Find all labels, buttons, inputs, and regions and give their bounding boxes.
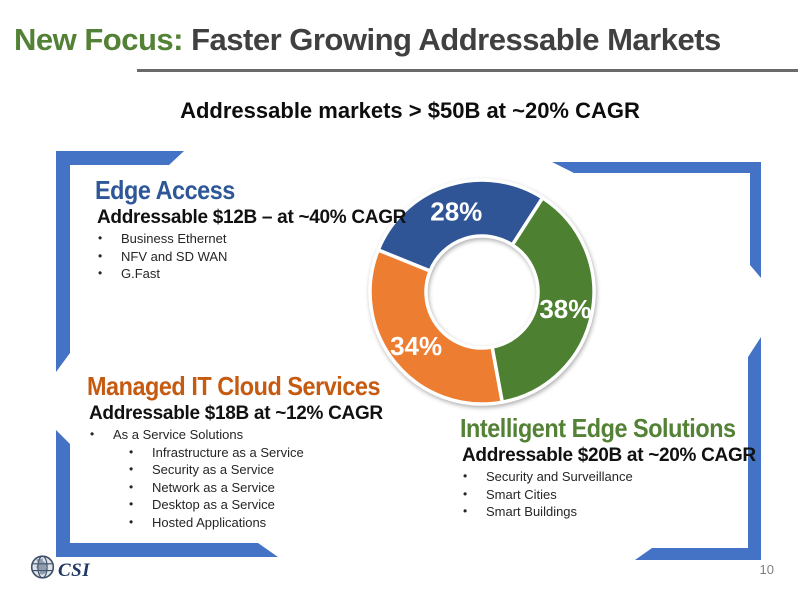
bracket-top-left <box>56 151 184 372</box>
logo-text: CSI <box>58 560 91 581</box>
bullet-marker: • <box>129 479 134 494</box>
donut-segment-label: 28% <box>430 196 482 226</box>
bullet-marker: • <box>98 248 103 263</box>
list-item: • Desktop as a Service <box>126 496 507 514</box>
list-item: • Infrastructure as a Service <box>126 444 507 462</box>
bullet-marker: • <box>129 462 134 476</box>
section-heading: Managed IT Cloud Services <box>87 371 381 401</box>
list-item-text: Security and Surveillance <box>486 469 633 484</box>
bullet-marker: • <box>98 266 103 280</box>
list-item: • Security as a Service <box>126 461 507 479</box>
section-managed-it: Managed IT Cloud Services Addressable $1… <box>87 372 507 531</box>
bullet-marker: • <box>463 469 468 483</box>
bullet-marker: • <box>98 231 103 245</box>
bracket-bottom-right <box>635 337 761 560</box>
bullet-list: • As a Service Solutions • Infrastructure … <box>87 426 507 531</box>
list-item-text: G.Fast <box>121 266 161 281</box>
list-item-text: Smart Cities <box>486 486 557 502</box>
globe-icon <box>30 555 55 579</box>
list-item: • Network as a Service <box>126 479 507 497</box>
slide-subtitle: Addressable markets > $50B at ~20% CAGR <box>180 98 640 123</box>
list-item: • Security and Surveillance <box>460 468 790 486</box>
list-item: • G.Fast <box>95 265 425 283</box>
csi-logo: CSI <box>29 553 90 581</box>
list-item-text: Network as a Service <box>152 479 275 495</box>
list-item: • NFV and SD WAN <box>95 248 425 266</box>
bullet-list: • Security and Surveillance • Smart Cities… <box>460 468 790 521</box>
bullet-marker: • <box>129 444 134 459</box>
list-item: • As a Service Solutions <box>87 426 507 444</box>
list-item-text: Business Ethernet <box>121 231 227 246</box>
bracket-bottom-left <box>56 430 278 557</box>
title-underline <box>137 69 798 72</box>
list-item-text: Hosted Applications <box>152 514 267 530</box>
list-item-text: Smart Buildings <box>486 504 578 519</box>
section-edge-access: Edge Access Addressable $12B – at ~40% C… <box>95 176 425 283</box>
bullet-marker: • <box>90 427 95 441</box>
section-heading: Edge Access <box>95 175 235 205</box>
donut-segment-3 <box>368 248 504 406</box>
list-item: • Hosted Applications <box>126 514 507 532</box>
donut-segment-label: 34% <box>390 331 442 361</box>
slide-title: New Focus: Faster Growing Addressable Ma… <box>14 22 721 58</box>
list-item: • Smart Cities <box>460 486 790 504</box>
donut-segment-label: 38% <box>539 294 591 324</box>
section-subheading: Addressable $18B at ~12% CAGR <box>89 403 383 424</box>
title-rest: Faster Growing Addressable Markets <box>182 22 721 57</box>
section-subheading: Addressable $12B – at ~40% CAGR <box>97 207 407 228</box>
title-highlight: New Focus: <box>14 22 183 57</box>
list-item: • Business Ethernet <box>95 230 425 248</box>
donut-segment-1 <box>376 178 545 273</box>
bullet-marker: • <box>129 514 134 529</box>
section-heading: Intelligent Edge Solutions <box>460 413 736 443</box>
list-item: • Smart Buildings <box>460 503 790 521</box>
list-item-text: NFV and SD WAN <box>121 248 228 264</box>
donut-segment-2 <box>490 196 596 404</box>
list-item-text: Security as a Service <box>152 462 275 477</box>
bullet-list: • Business Ethernet • NFV and SD WAN • G.Fa… <box>95 230 425 283</box>
list-item-text: Desktop as a Service <box>152 497 275 512</box>
bullet-marker: • <box>129 497 134 511</box>
page-number: 10 <box>759 562 774 577</box>
bullet-marker: • <box>463 504 468 518</box>
list-item-text: As a Service Solutions <box>113 427 244 442</box>
section-subheading: Addressable $20B at ~20% CAGR <box>462 445 756 466</box>
list-item-text: Infrastructure as a Service <box>152 444 304 460</box>
section-intelligent-edge: Intelligent Edge Solutions Addressable $… <box>460 414 790 521</box>
donut-chart: 28% 38% 34% <box>368 178 596 406</box>
bullet-marker: • <box>463 486 468 501</box>
